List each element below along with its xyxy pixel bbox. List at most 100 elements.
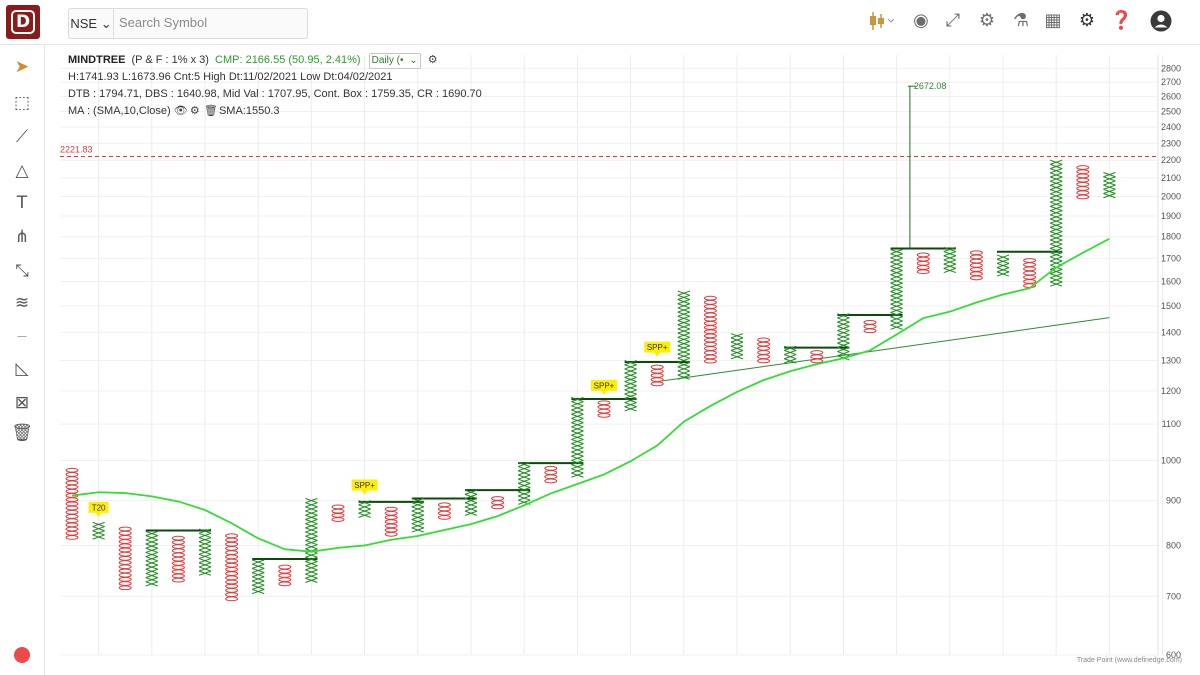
o-mark [65, 509, 79, 515]
x-column [571, 396, 584, 478]
x-mark [677, 362, 690, 368]
o-mark [650, 377, 664, 383]
x-mark [677, 341, 690, 347]
chart-settings-icon[interactable]: ⚙ [427, 54, 438, 66]
settings-scan-icon[interactable]: ⚙ [978, 10, 996, 31]
record-button[interactable] [14, 647, 30, 663]
x-mark [571, 401, 584, 407]
trendline-layer [657, 317, 1110, 383]
layout-icon[interactable]: ▦ [1044, 10, 1062, 31]
cursor-icon[interactable]: ➤ [14, 57, 30, 77]
pnf-chart[interactable]: 600 700 800 900 1000 1100 1200 1300 1400 1500 1600… [44, 45, 1200, 675]
x-mark [890, 265, 903, 272]
x-mark [198, 537, 212, 543]
o-column [863, 319, 877, 334]
o-mark [703, 333, 717, 339]
x-mark [252, 584, 265, 590]
x-mark [837, 346, 850, 353]
ma-delete-icon[interactable]: 🗑 [203, 105, 218, 117]
x-mark [943, 263, 956, 269]
x-mark [1050, 193, 1063, 199]
x-mark [145, 556, 158, 562]
o-mark [810, 354, 824, 360]
x-mark [677, 299, 690, 305]
help-icon[interactable]: ❓ [1110, 10, 1133, 31]
sma-polyline [71, 237, 1110, 553]
x-mark [996, 267, 1010, 273]
parallel-channel-icon[interactable]: ≋ [14, 293, 30, 313]
o-mark [1076, 177, 1090, 183]
o-mark [171, 552, 185, 558]
o-column [650, 364, 664, 387]
trendline-icon[interactable]: ⤡ [15, 261, 29, 281]
x-mark [677, 336, 690, 342]
o-mark [544, 465, 558, 471]
resize-icon[interactable]: ⤢ [945, 10, 961, 31]
pitchfork-icon[interactable]: ⋔ [14, 227, 30, 247]
timeframe-select[interactable]: Daily (• ⌄ [368, 53, 421, 69]
x-mark [358, 508, 371, 514]
x-mark [890, 270, 903, 276]
search-input[interactable] [115, 9, 309, 36]
shapes-icon[interactable]: △ [15, 161, 29, 181]
ma-settings-icon[interactable]: ⚙ [189, 105, 200, 117]
x-mark [624, 381, 637, 387]
x-mark [890, 299, 903, 305]
o-mark [118, 534, 132, 540]
o-mark [65, 501, 79, 507]
lab-icon[interactable]: ⚗ [1012, 10, 1030, 31]
x-mark [571, 464, 584, 470]
o-mark [225, 571, 239, 577]
o-mark [757, 350, 771, 355]
theme-icon[interactable]: ◉ [913, 10, 929, 31]
fib-icon[interactable]: ◺ [15, 359, 29, 379]
o-mark [65, 530, 79, 536]
support-lines [145, 247, 1063, 561]
user-icon[interactable] [1150, 10, 1172, 32]
x-mark [1050, 201, 1063, 207]
x-mark [411, 510, 424, 516]
x-mark [677, 303, 690, 309]
o-mark [225, 596, 239, 602]
x-mark [677, 353, 690, 359]
o-column [969, 250, 983, 281]
y-tick-label: 1600 [1161, 276, 1181, 286]
x-mark [358, 500, 371, 506]
x-mark [1050, 184, 1063, 191]
x-mark [730, 350, 744, 356]
o-mark [65, 526, 79, 532]
trash-icon[interactable]: 🗑 [11, 423, 33, 443]
y-tick-label: 2600 [1161, 92, 1181, 102]
text-tool-icon[interactable]: T [16, 193, 28, 213]
o-mark [65, 472, 79, 477]
o-column [278, 564, 292, 587]
x-mark [890, 274, 903, 280]
x-mark [145, 530, 158, 537]
x-mark [890, 257, 903, 263]
o-mark [491, 500, 505, 506]
candlestick-icon[interactable] [868, 10, 895, 32]
x-mark [1050, 214, 1063, 220]
o-mark [1023, 262, 1037, 268]
eye-icon[interactable]: 👁 [173, 105, 188, 117]
logo-mark-icon: D [11, 10, 35, 34]
exchange-select[interactable]: NSE ⌄ [69, 9, 114, 38]
o-mark [1023, 258, 1037, 263]
gear-icon[interactable]: ⚙ [1078, 10, 1096, 31]
o-mark [384, 523, 398, 529]
o-mark [65, 480, 79, 486]
remove-icon[interactable]: ⊠ [14, 393, 30, 413]
measure-icon[interactable]: ⎯⎯ [17, 332, 27, 342]
rectangle-tool-icon[interactable]: ⬚ [13, 93, 31, 113]
o-mark [65, 467, 79, 473]
o-mark [650, 381, 664, 387]
x-mark [411, 506, 424, 512]
o-column [1076, 165, 1090, 200]
x-mark [677, 332, 690, 338]
app-logo[interactable]: D [6, 5, 40, 39]
line-tool-icon[interactable]: ⟋ [16, 127, 28, 147]
x-column [943, 246, 956, 274]
pattern-badge: T20 [88, 501, 109, 517]
o-mark [118, 585, 132, 591]
o-mark [118, 530, 132, 536]
